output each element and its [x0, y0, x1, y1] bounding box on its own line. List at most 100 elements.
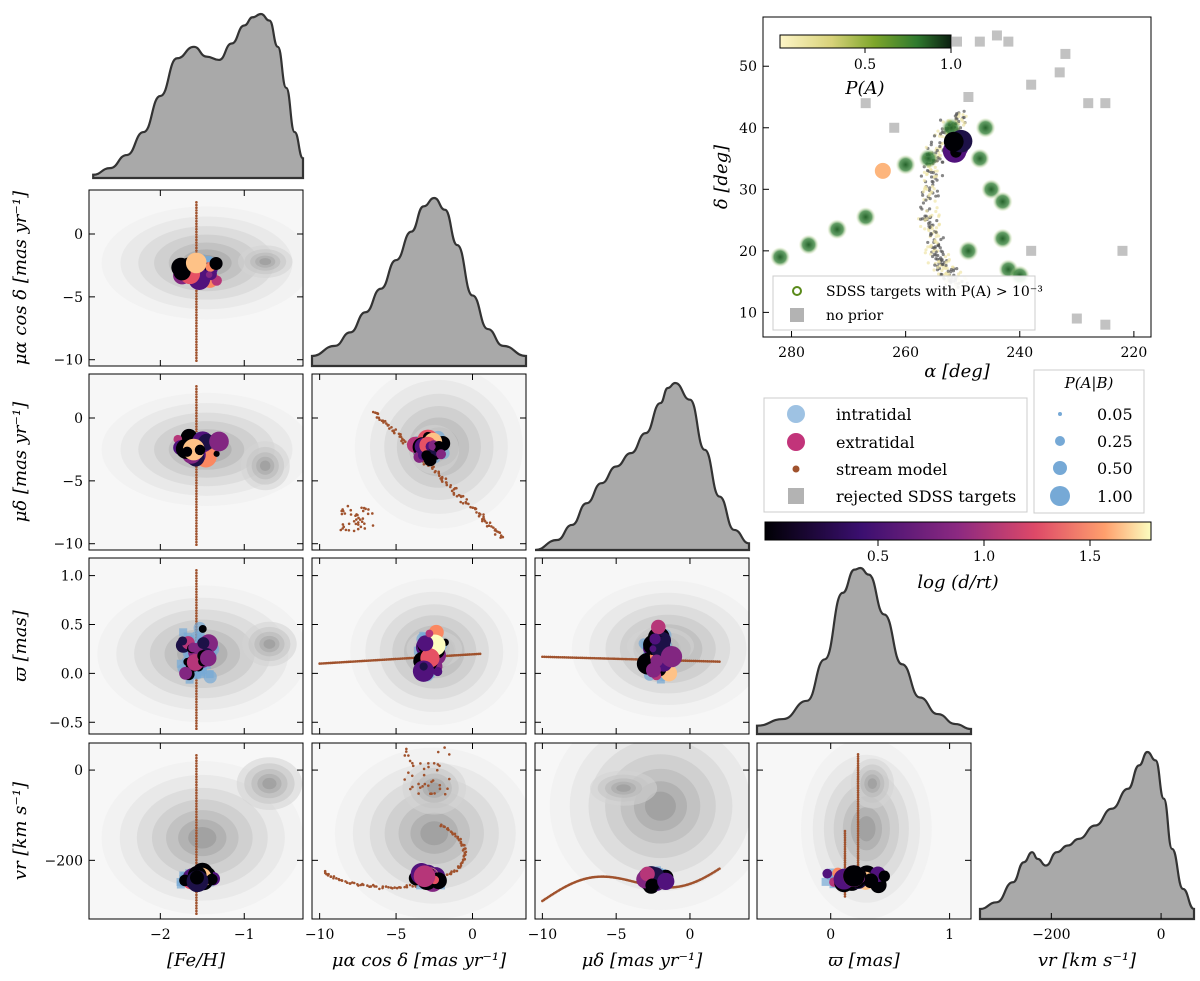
- stream-model-point: [195, 473, 198, 477]
- stream-model-point: [195, 395, 198, 399]
- sdss-target-point: [798, 234, 819, 255]
- x-tick-label: 0: [468, 927, 477, 943]
- sdss-target-point: [992, 228, 1013, 249]
- stream-model-point: [856, 840, 860, 844]
- stream-model-point: [367, 508, 370, 511]
- hist-plx: [755, 566, 973, 736]
- sky-star: [951, 265, 955, 269]
- stream-model-point: [485, 521, 489, 525]
- hist-pmdec-area: [534, 381, 751, 552]
- sky-star: [932, 246, 936, 250]
- sky-star: [925, 172, 929, 176]
- stream-model-point: [195, 505, 198, 509]
- stream-model-point: [195, 847, 198, 851]
- stream-model-point: [352, 529, 356, 533]
- stream-model-point: [195, 422, 198, 426]
- member-point: [657, 872, 675, 890]
- sky-star: [938, 264, 942, 268]
- stream-model-point: [461, 494, 465, 498]
- stream-model-point: [716, 660, 719, 663]
- stream-model-point: [195, 593, 198, 596]
- sky-star: [931, 171, 935, 175]
- stream-model-point: [411, 785, 414, 789]
- stream-model-point: [395, 886, 399, 890]
- stream-model-point: [450, 489, 454, 493]
- stream-model-point: [856, 757, 860, 761]
- sky-legend-sdss-label: SDSS targets with P(A) > 10⁻³: [826, 284, 1043, 300]
- xlabel-feh: [Fe/H]: [167, 950, 226, 971]
- stream-model-point: [195, 711, 198, 714]
- stream-model-point: [465, 498, 469, 501]
- stream-model-point: [570, 656, 574, 659]
- stream-model-point: [357, 884, 360, 887]
- stream-model-point: [195, 778, 198, 781]
- stream-model-point: [398, 435, 402, 438]
- xlabel-plx: ϖ [mas]: [828, 950, 900, 971]
- stream-model-point: [556, 655, 560, 659]
- stream-model-point: [195, 476, 198, 479]
- stream-model-point: [712, 660, 715, 663]
- stream-model-point: [843, 847, 847, 851]
- sky-star: [946, 269, 950, 273]
- intratidal-point: [205, 670, 214, 679]
- sky-star: [934, 226, 939, 230]
- stream-model-point: [195, 305, 198, 309]
- stream-model-point: [399, 433, 402, 436]
- sky-member-point: [943, 131, 964, 152]
- stream-model-point: [411, 885, 414, 888]
- stream-model-point: [856, 838, 860, 842]
- stream-model-point: [422, 767, 426, 771]
- sky-star: [926, 240, 930, 245]
- no-prior-point: [1083, 98, 1094, 109]
- member-point: [179, 666, 193, 680]
- sky-y-tick-label: 40: [739, 121, 757, 137]
- sdss-target-point: [855, 207, 876, 227]
- stream-model-point: [555, 655, 558, 659]
- kde-contour: [263, 639, 276, 649]
- sky-star: [939, 237, 943, 242]
- stream-model-point: [378, 887, 381, 891]
- hist-pmra: [310, 196, 528, 368]
- stream-model-point: [195, 211, 198, 215]
- stream-model-point: [553, 655, 556, 659]
- stream-model-point: [195, 756, 198, 760]
- stream-model-point: [856, 818, 860, 822]
- stream-model-point: [195, 403, 198, 407]
- sky-star: [929, 143, 933, 147]
- x-tick-label: −5: [606, 927, 627, 943]
- stream-model-point: [856, 755, 860, 758]
- stream-model-point: [449, 830, 453, 833]
- stream-model-point: [572, 656, 576, 659]
- sky-star: [941, 236, 945, 240]
- stream-model-point: [856, 764, 860, 767]
- sky-star: [933, 165, 937, 169]
- stream-model-point: [856, 802, 860, 806]
- stream-model-point: [195, 519, 198, 522]
- stream-model-point: [393, 886, 396, 889]
- stream-model-point: [195, 799, 198, 803]
- sky-star: [928, 214, 932, 218]
- stream-model-point: [405, 747, 408, 751]
- sky-star: [935, 206, 939, 210]
- sky-star: [920, 207, 924, 211]
- stream-model-point: [411, 761, 414, 765]
- sky-star: [941, 160, 945, 164]
- stream-model-point: [195, 241, 198, 244]
- member-point: [649, 633, 661, 645]
- stream-model-point: [714, 660, 717, 663]
- sky-star: [935, 241, 939, 245]
- sky-star: [933, 199, 937, 203]
- y-tick-label: −10: [53, 353, 83, 369]
- panel-frame: [311, 373, 527, 551]
- stream-model-point: [718, 660, 721, 663]
- size-label-050: 0.50: [1097, 459, 1133, 478]
- stream-model-point: [856, 771, 860, 774]
- stream-model-point: [856, 798, 860, 801]
- stream-model-point: [195, 839, 198, 843]
- stream-model-point: [195, 904, 198, 907]
- stream-model-point: [856, 811, 860, 815]
- sky-star: [938, 157, 942, 161]
- sdss-target-point: [958, 240, 979, 261]
- stream-model-point: [446, 873, 449, 876]
